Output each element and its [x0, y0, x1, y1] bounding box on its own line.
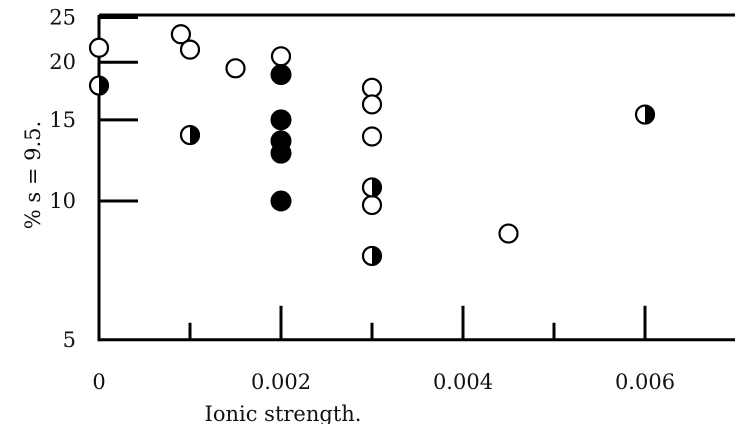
- open-circle-point: [88, 37, 110, 58]
- x-tick-label: 0.004: [433, 370, 493, 394]
- y-tick-label: 15: [49, 108, 76, 132]
- y-tick-label: 25: [49, 6, 76, 30]
- y-tick-label: 20: [49, 50, 76, 74]
- ticks: [99, 16, 647, 340]
- y-axis-label: % s = 9.5.: [21, 121, 45, 229]
- open-circle-point: [170, 24, 191, 45]
- open-circle-point: [361, 94, 383, 115]
- x-tick-label: 0.002: [251, 370, 311, 394]
- x-tick-label: 0: [92, 370, 105, 394]
- half-filled-circle-point: [88, 75, 110, 96]
- open-circle-point: [270, 46, 292, 67]
- y-tick-label: 10: [49, 189, 76, 213]
- open-circle-point: [498, 223, 519, 244]
- open-circle-point: [361, 194, 383, 216]
- open-circle-point: [361, 77, 383, 98]
- filled-circle-point: [270, 190, 292, 212]
- tick-labels: 5 10 15 20 25 0 0.002 0.004 0.006: [49, 6, 675, 394]
- half-filled-circle-point: [361, 245, 383, 267]
- half-filled-circle-point: [634, 104, 656, 125]
- open-circle-point: [225, 58, 246, 79]
- half-filled-circle-point: [179, 124, 201, 146]
- y-tick-label: 5: [63, 328, 76, 352]
- filled-circle-point: [270, 142, 292, 164]
- half-filled-circle-point: [361, 177, 383, 198]
- open-circle-point: [179, 39, 201, 60]
- x-axis-label: Ionic strength.: [205, 402, 362, 424]
- filled-circle-point: [270, 109, 292, 131]
- open-circle-point: [361, 126, 383, 147]
- filled-circle-point: [270, 64, 292, 86]
- x-tick-label: 0.006: [615, 370, 675, 394]
- data-points: [88, 24, 656, 267]
- axes: [97, 13, 735, 342]
